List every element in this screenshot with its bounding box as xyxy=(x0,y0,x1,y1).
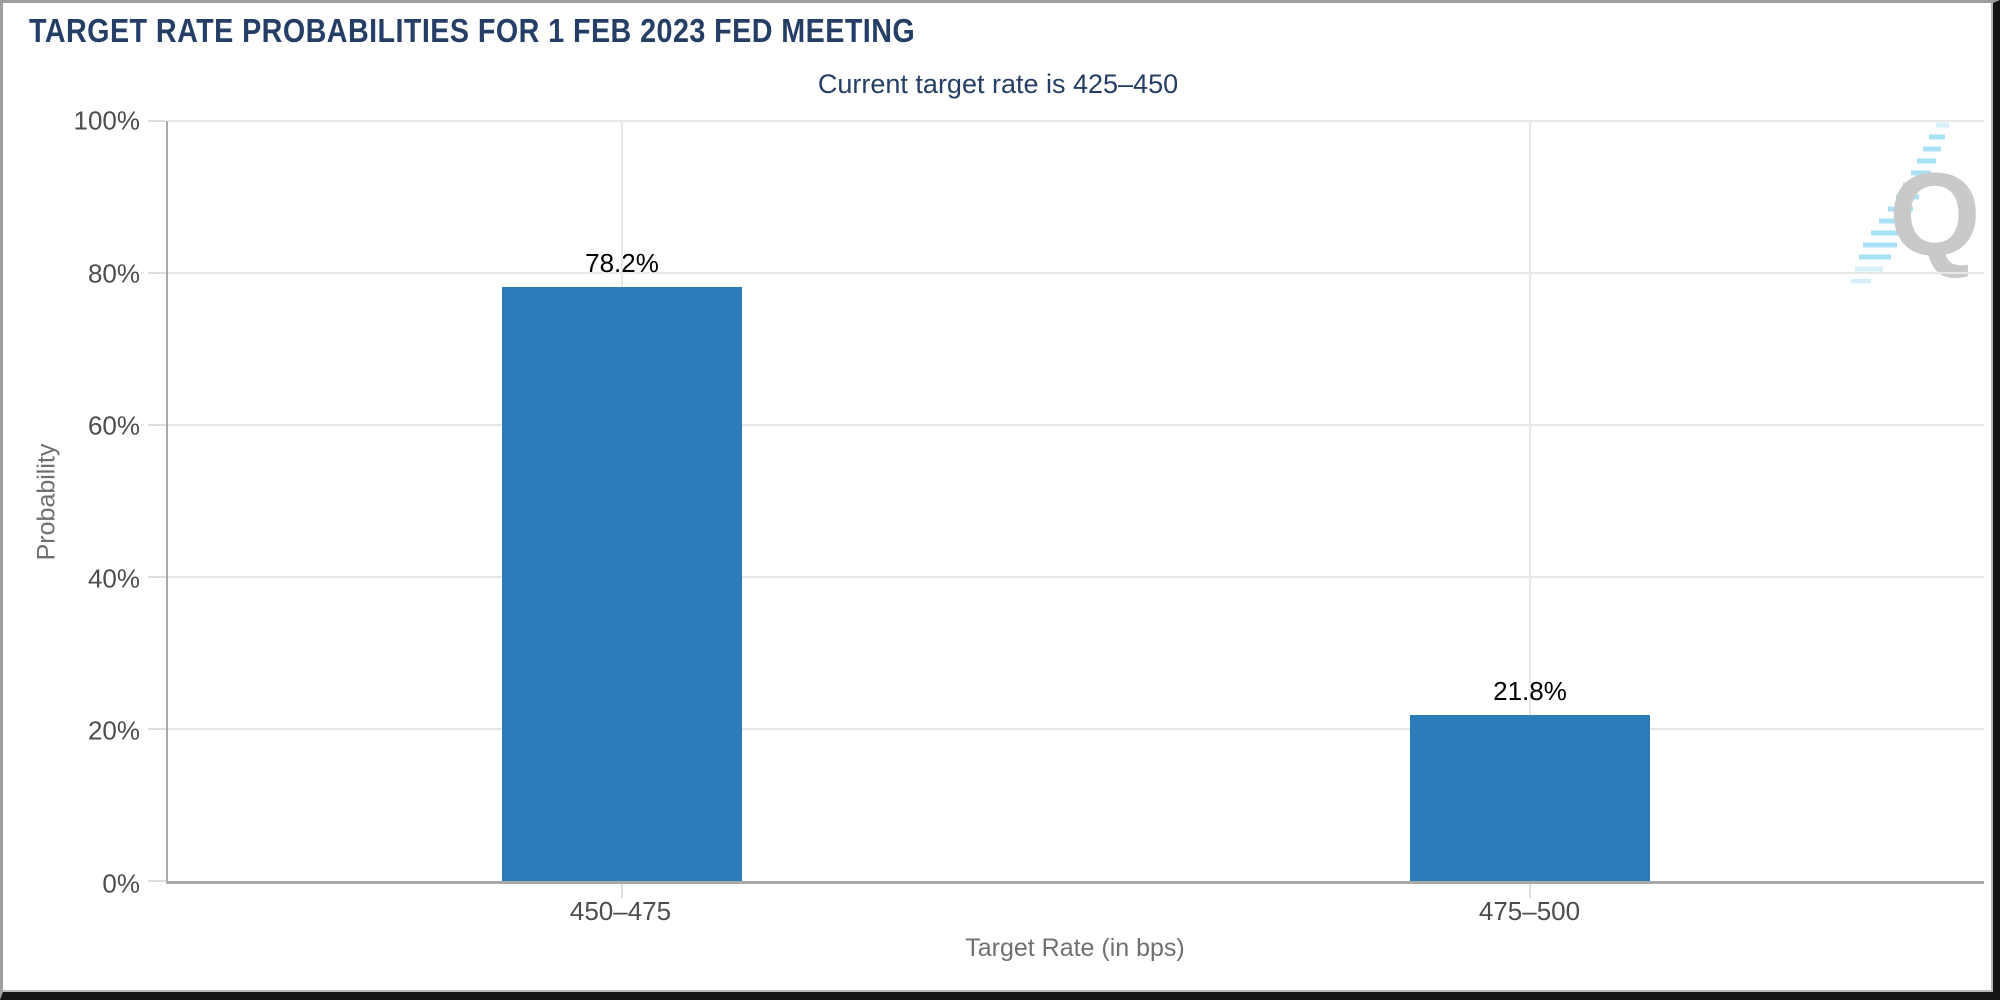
y-tick-label-0: 0% xyxy=(102,868,140,899)
bar-value-label: 78.2% xyxy=(585,247,659,278)
bar-475–500[interactable] xyxy=(1410,715,1650,881)
y-axis-tick-20 xyxy=(148,728,166,730)
y-axis-tick-60 xyxy=(148,424,166,426)
plot-area: 78.2% 21.8% xyxy=(148,120,1984,898)
x-axis-tick xyxy=(621,884,623,898)
y-tick-label-60: 60% xyxy=(87,410,140,441)
x-category-label: 450–475 xyxy=(569,896,672,926)
y-gridline-60 xyxy=(168,424,1984,426)
y-tick-label-80: 80% xyxy=(87,258,140,289)
y-gridline-100 xyxy=(168,120,1984,122)
q-logo-watermark-icon: Q xyxy=(1851,122,1981,284)
x-axis-labels: 450–475 475–500 xyxy=(166,896,1984,930)
y-gridline-40 xyxy=(168,576,1984,578)
chart-subtitle: Current target rate is 425–450 xyxy=(817,69,1179,99)
bar-value-label: 21.8% xyxy=(1493,676,1567,707)
x-category-label: 475–500 xyxy=(1478,896,1581,926)
y-axis-labels: 0% 20% 40% 60% 80% 100% xyxy=(3,106,166,899)
y-tick-label-20: 20% xyxy=(87,715,140,746)
y-tick-label-40: 40% xyxy=(87,563,140,594)
category-center-gridline xyxy=(1529,121,1531,881)
x-axis-tick xyxy=(1529,884,1531,898)
chart-title: TARGET RATE PROBABILITIES FOR 1 FEB 2023… xyxy=(29,12,916,49)
bar-450–475[interactable] xyxy=(502,286,742,881)
y-axis-tick-40 xyxy=(148,576,166,578)
y-axis-tick-80 xyxy=(148,272,166,274)
y-tick-label-100: 100% xyxy=(73,105,141,136)
q-logo-letter: Q xyxy=(1889,149,1981,281)
x-axis-title: Target Rate (in bps) xyxy=(965,934,1185,962)
y-axis-tick-0 xyxy=(148,880,166,882)
y-axis-tick-100 xyxy=(148,120,166,122)
y-gridline-80 xyxy=(168,272,1984,274)
y-gridline-20 xyxy=(168,728,1984,730)
